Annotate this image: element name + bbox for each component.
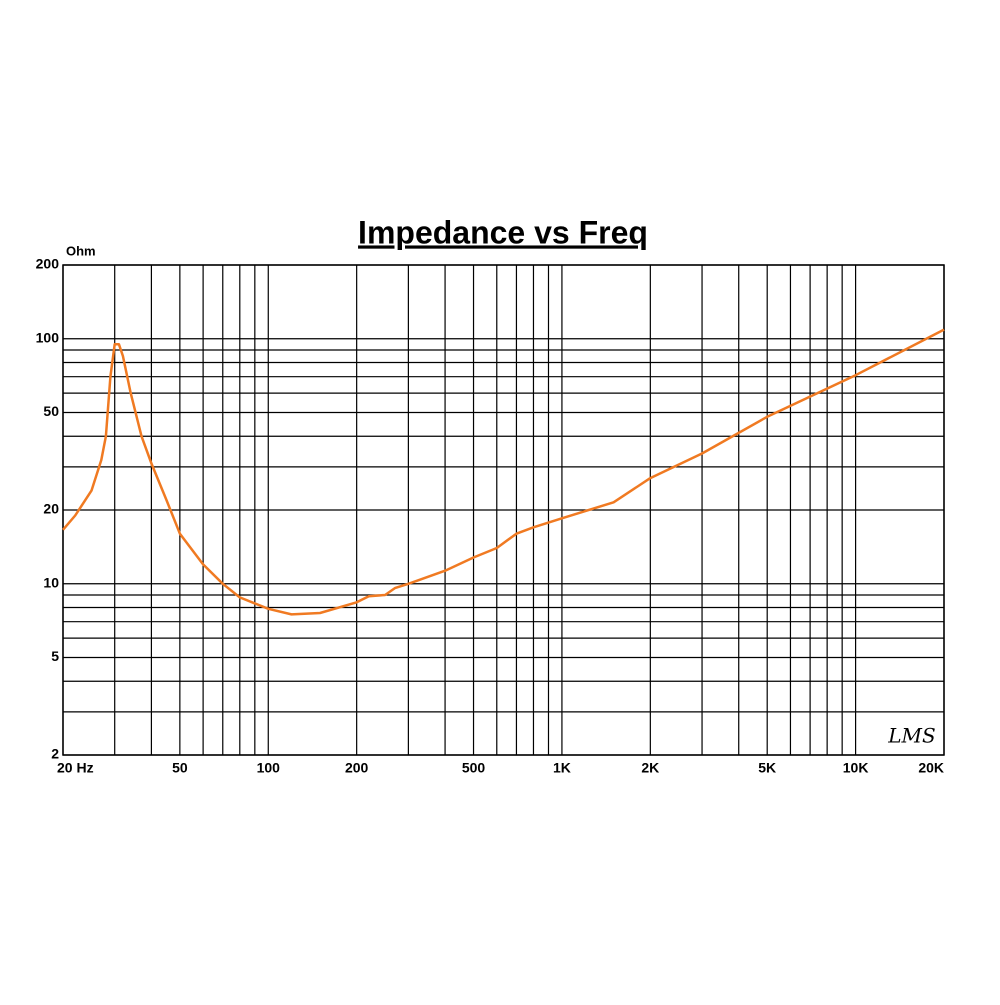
chart-title: Impedance vs Freq	[358, 214, 648, 250]
y-tick-label: 100	[36, 329, 60, 345]
y-axis-label: Ohm	[66, 243, 96, 258]
y-tick-label: 50	[43, 403, 59, 419]
impedance-line	[62, 328, 945, 616]
x-tick-label: 1K	[553, 760, 571, 776]
x-tick-label: 20 Hz	[57, 760, 94, 776]
y-tick-label: 10	[43, 574, 59, 590]
x-tick-label: 20K	[918, 760, 944, 776]
x-tick-label: 500	[462, 760, 486, 776]
y-tick-label: 5	[51, 648, 59, 664]
plot-frame	[62, 264, 945, 756]
y-tick-label: 20	[43, 501, 59, 517]
x-tick-label: 5K	[758, 760, 776, 776]
x-tick-label: 10K	[843, 760, 869, 776]
x-tick-label: 100	[257, 760, 281, 776]
x-tick-label: 50	[172, 760, 188, 776]
y-tick-label: 2	[51, 746, 59, 762]
x-tick-label: 200	[345, 760, 369, 776]
annotation: LMS	[887, 724, 935, 748]
y-tick-label: 200	[36, 256, 60, 272]
x-tick-label: 2K	[641, 760, 659, 776]
